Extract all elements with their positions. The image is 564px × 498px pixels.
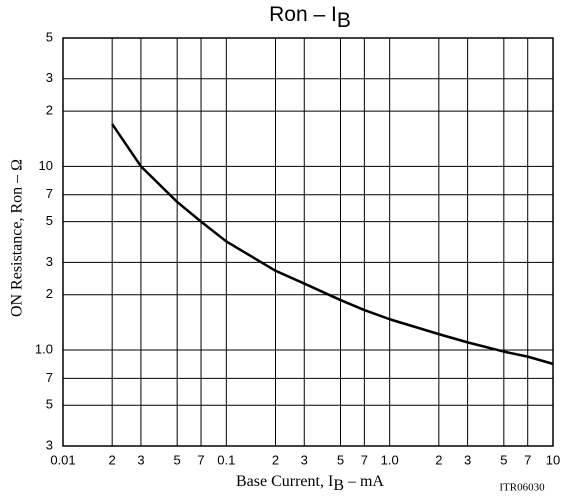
y-tick-label: 5 bbox=[46, 397, 53, 412]
x-tick-label: 7 bbox=[524, 452, 531, 467]
x-tick-label: 3 bbox=[137, 452, 144, 467]
y-tick-label: 7 bbox=[46, 186, 53, 201]
y-tick-label: 2 bbox=[46, 286, 53, 301]
y-tick-label: 1.0 bbox=[35, 341, 53, 356]
chart-title: Ron – IB bbox=[269, 3, 351, 32]
x-tick-label: 2 bbox=[272, 452, 279, 467]
y-tick-label: 3 bbox=[46, 437, 53, 452]
x-tick-label: 5 bbox=[337, 452, 344, 467]
x-tick-label: 0.01 bbox=[50, 452, 75, 467]
title-subscript: B bbox=[337, 9, 351, 32]
y-tick-label: 2 bbox=[46, 103, 53, 118]
annotation: ITR06030 bbox=[499, 482, 545, 494]
x-tick-label: 1.0 bbox=[381, 452, 399, 467]
x-tick-label: 3 bbox=[301, 452, 308, 467]
x-label-subscript: B bbox=[333, 477, 344, 494]
x-tick-label: 2 bbox=[435, 452, 442, 467]
x-tick-label: 3 bbox=[464, 452, 471, 467]
y-tick-label: 5 bbox=[46, 29, 53, 44]
plot-frame bbox=[62, 37, 554, 447]
y-tick-label: 5 bbox=[46, 213, 53, 228]
x-axis-label: Base Current, IB – mA bbox=[236, 473, 384, 494]
y-tick-label: 3 bbox=[46, 254, 53, 269]
y-axis-label: ON Resistance, Ron – Ω bbox=[9, 159, 26, 317]
title-text: Ron – I bbox=[269, 3, 337, 26]
x-tick-label: 0.1 bbox=[217, 452, 235, 467]
x-tick-label: 10 bbox=[546, 452, 560, 467]
x-label-after: – mA bbox=[344, 473, 384, 490]
y-tick-label: 7 bbox=[46, 370, 53, 385]
x-label-text: Base Current, I bbox=[236, 473, 333, 490]
x-tick-label: 2 bbox=[109, 452, 116, 467]
y-tick-label: 3 bbox=[46, 70, 53, 85]
x-tick-label: 7 bbox=[197, 452, 204, 467]
x-tick-label: 5 bbox=[174, 452, 181, 467]
curve bbox=[111, 123, 554, 366]
y-tick-label: 10 bbox=[39, 158, 53, 173]
x-tick-label: 7 bbox=[361, 452, 368, 467]
x-tick-label: 5 bbox=[500, 452, 507, 467]
